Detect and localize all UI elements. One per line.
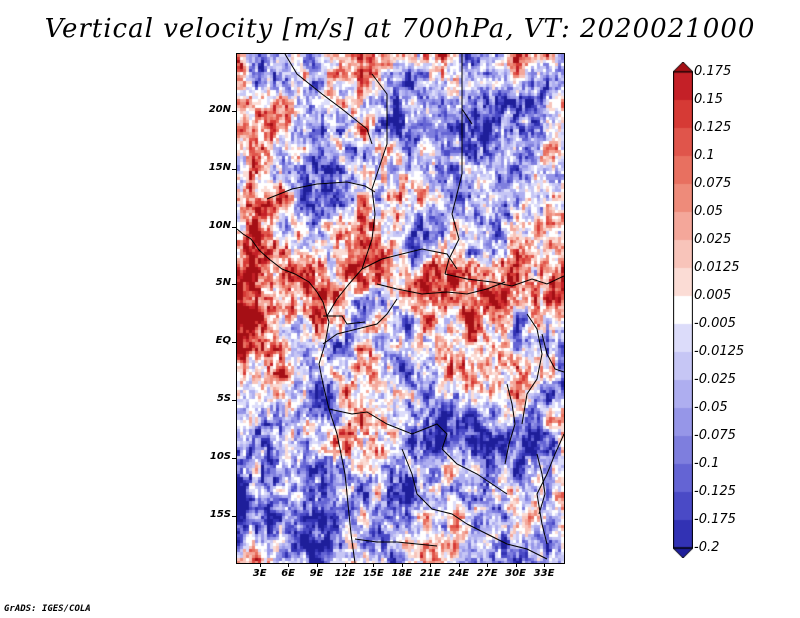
lon-tick-mark bbox=[544, 563, 546, 567]
border-congo-drc bbox=[322, 298, 398, 345]
colorbar-level-label: -0.05 bbox=[694, 400, 728, 415]
lon-tick-label: 9E bbox=[309, 568, 324, 579]
lon-tick-mark bbox=[259, 563, 261, 567]
grads-credit: GrADS: IGES/COLA bbox=[4, 604, 91, 614]
lon-tick-mark bbox=[487, 563, 489, 567]
colorbar-level-label: 0.1 bbox=[694, 148, 715, 163]
lat-tick-mark bbox=[232, 457, 236, 459]
colorbar-level-label: -0.2 bbox=[694, 540, 720, 555]
lon-tick-label: 33E bbox=[533, 568, 555, 579]
lat-tick-label: 10N bbox=[208, 219, 231, 231]
colorbar-level-label: 0.0125 bbox=[694, 260, 740, 275]
lon-tick-label: 15E bbox=[363, 568, 384, 579]
lat-tick-mark bbox=[232, 515, 236, 517]
border-uganda-kenya bbox=[541, 333, 564, 373]
lon-tick-label: 21E bbox=[419, 568, 441, 579]
colorbar-level-label: -0.075 bbox=[694, 428, 736, 443]
border-drc-angola bbox=[328, 408, 448, 450]
colorbar-level-label: 0.15 bbox=[694, 92, 723, 107]
coastline-east bbox=[536, 433, 564, 545]
lat-tick-label: 10S bbox=[209, 450, 231, 462]
lat-tick-mark bbox=[232, 226, 236, 228]
lat-tick-label: 20N bbox=[208, 103, 231, 115]
colorbar-level-label: -0.1 bbox=[694, 456, 720, 471]
lat-tick-label: 15S bbox=[209, 508, 231, 520]
border-car-drc bbox=[376, 281, 506, 295]
lat-tick-mark bbox=[232, 284, 236, 286]
colorbar-level-label: -0.125 bbox=[694, 484, 736, 499]
border-niger-nigeria bbox=[266, 181, 376, 200]
lat-tick-mark bbox=[232, 342, 236, 344]
colorbar-level-label: 0.05 bbox=[694, 204, 723, 219]
lon-tick-label: 18E bbox=[391, 568, 413, 579]
map-title: Vertical velocity [m/s] at 700hPa, VT: 2… bbox=[44, 14, 756, 44]
lat-tick-label: 15N bbox=[208, 161, 231, 173]
lon-tick-mark bbox=[401, 563, 403, 567]
lat-tick-mark bbox=[232, 168, 236, 170]
colorbar-level-label: 0.075 bbox=[694, 176, 732, 191]
lon-tick-label: 27E bbox=[476, 568, 498, 579]
lon-tick-mark bbox=[288, 563, 290, 567]
lat-tick-label: 5S bbox=[216, 393, 231, 405]
lon-tick-mark bbox=[458, 563, 460, 567]
lon-tick-mark bbox=[345, 563, 346, 567]
lon-tick-label: 30E bbox=[505, 568, 526, 579]
border-sudan-south-sudan bbox=[444, 273, 564, 287]
colorbar-level-label: -0.025 bbox=[694, 372, 736, 387]
colorbar bbox=[673, 62, 693, 558]
border-libya-chad bbox=[371, 73, 388, 190]
border-angola-namibia bbox=[354, 538, 438, 547]
border-cameroon-car bbox=[361, 248, 458, 270]
lat-tick-mark bbox=[232, 110, 236, 112]
border-algeria-niger bbox=[284, 54, 373, 145]
colorbar-level-label: -0.005 bbox=[694, 316, 736, 331]
coastline-west bbox=[237, 228, 356, 563]
lon-tick-mark bbox=[316, 563, 318, 567]
border-zambia-zimbabwe bbox=[466, 523, 548, 560]
lat-tick-label: EQ bbox=[215, 335, 231, 347]
lon-tick-label: 6E bbox=[281, 568, 296, 579]
colorbar-level-label: 0.025 bbox=[694, 232, 732, 247]
colorbar-level-label: -0.0125 bbox=[694, 344, 745, 359]
border-chad-sudan bbox=[444, 109, 463, 275]
border-drc-zambia bbox=[441, 448, 508, 495]
lon-tick-mark bbox=[515, 563, 517, 567]
border-drc-east bbox=[521, 313, 543, 425]
vertical-velocity-field bbox=[237, 54, 564, 563]
lat-tick-mark bbox=[232, 400, 236, 402]
lake-malawi bbox=[536, 453, 546, 515]
lat-tick-label: 5N bbox=[215, 277, 231, 289]
border-gabon bbox=[323, 315, 366, 325]
lon-tick-mark bbox=[373, 563, 375, 567]
border-nigeria-cameroon bbox=[326, 188, 376, 317]
lon-tick-mark bbox=[430, 563, 432, 567]
colorbar-level-label: 0.005 bbox=[694, 288, 732, 303]
country-borders bbox=[237, 54, 564, 563]
colorbar-level-label: 0.175 bbox=[694, 64, 732, 79]
map-plot-area bbox=[236, 53, 565, 564]
colorbar-level-label: 0.125 bbox=[694, 120, 732, 135]
lake-tanganyika bbox=[504, 383, 516, 465]
border-libya-egypt bbox=[461, 54, 473, 125]
lon-tick-label: 24E bbox=[448, 568, 470, 579]
lon-tick-label: 12E bbox=[334, 568, 356, 579]
lon-tick-label: 3E bbox=[252, 568, 267, 579]
border-angola-zambia bbox=[401, 448, 468, 525]
colorbar-level-label: -0.175 bbox=[694, 512, 736, 527]
